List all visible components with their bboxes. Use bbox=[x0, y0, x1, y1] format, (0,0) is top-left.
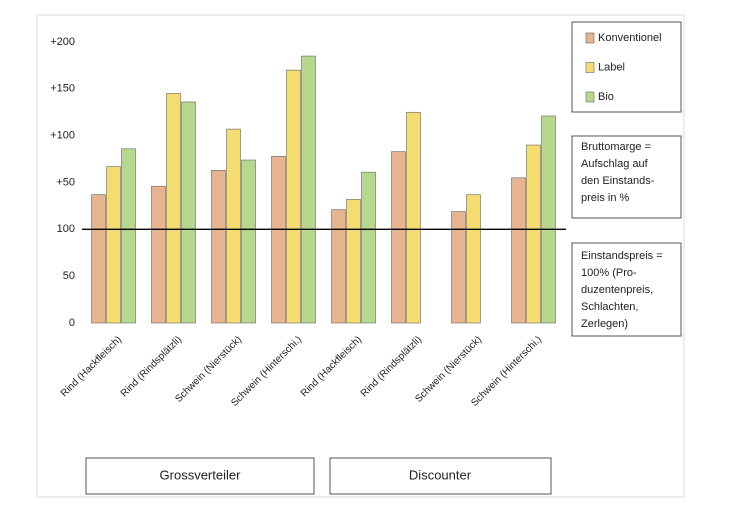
note-text: Bruttomarge = bbox=[581, 141, 651, 153]
y-tick-label: +50 bbox=[56, 176, 75, 188]
group-label: Discounter bbox=[409, 467, 472, 482]
legend-label: Bio bbox=[598, 91, 614, 103]
bar bbox=[211, 170, 226, 324]
note-text: den Einstands- bbox=[581, 175, 655, 187]
bar bbox=[106, 166, 121, 324]
note-text: 100% (Pro- bbox=[581, 267, 637, 279]
group-box bbox=[85, 457, 315, 495]
bar bbox=[301, 55, 316, 324]
bar bbox=[511, 177, 526, 324]
bar bbox=[286, 69, 301, 324]
y-tick-label: +200 bbox=[50, 36, 75, 48]
note-text: preis in % bbox=[581, 192, 630, 204]
bar bbox=[121, 148, 136, 324]
bar bbox=[406, 111, 421, 324]
y-tick-label: 50 bbox=[63, 270, 75, 282]
bar bbox=[541, 115, 556, 324]
legend-swatch bbox=[585, 91, 595, 103]
bar bbox=[451, 211, 466, 324]
bar bbox=[466, 194, 481, 324]
bar bbox=[331, 209, 346, 324]
note-text: duzentenpreis, bbox=[581, 284, 653, 296]
bar bbox=[181, 101, 196, 324]
y-tick-label: 100 bbox=[57, 223, 75, 235]
y-tick-label: +150 bbox=[50, 83, 75, 95]
bar bbox=[361, 171, 376, 324]
bar bbox=[271, 155, 286, 324]
note-text: Einstandspreis = bbox=[581, 250, 663, 262]
y-tick-label: +100 bbox=[50, 130, 75, 142]
note-box bbox=[571, 135, 682, 219]
bar bbox=[241, 159, 256, 324]
bar bbox=[151, 185, 166, 324]
group-box bbox=[329, 457, 552, 495]
note-text: Schlachten, bbox=[581, 301, 638, 313]
group-label: Grossverteiler bbox=[160, 467, 242, 482]
legend-label: Label bbox=[598, 61, 625, 73]
legend-swatch bbox=[585, 32, 595, 44]
bar bbox=[226, 128, 241, 324]
bar bbox=[91, 194, 106, 324]
bar bbox=[346, 199, 361, 324]
bar bbox=[166, 93, 181, 324]
note-text: Aufschlag auf bbox=[581, 158, 649, 170]
bar bbox=[391, 151, 406, 324]
note-box bbox=[571, 242, 682, 337]
note-text: Zerlegen) bbox=[581, 318, 628, 330]
legend-label: Konventionel bbox=[598, 32, 662, 44]
bar bbox=[526, 144, 541, 324]
y-tick-label: 0 bbox=[69, 317, 75, 329]
legend-swatch bbox=[585, 62, 595, 73]
